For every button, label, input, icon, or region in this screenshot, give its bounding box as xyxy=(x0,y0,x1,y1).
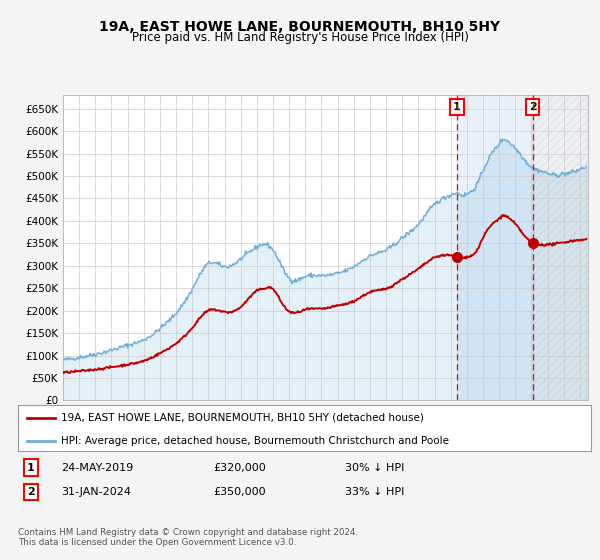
Text: HPI: Average price, detached house, Bournemouth Christchurch and Poole: HPI: Average price, detached house, Bour… xyxy=(61,436,449,446)
Text: 1: 1 xyxy=(27,463,34,473)
Text: 19A, EAST HOWE LANE, BOURNEMOUTH, BH10 5HY (detached house): 19A, EAST HOWE LANE, BOURNEMOUTH, BH10 5… xyxy=(61,413,424,423)
Text: 24-MAY-2019: 24-MAY-2019 xyxy=(61,463,133,473)
Text: 2: 2 xyxy=(529,102,536,112)
Bar xyxy=(533,95,588,400)
Text: £320,000: £320,000 xyxy=(213,463,266,473)
Text: 1: 1 xyxy=(453,102,461,112)
Text: £350,000: £350,000 xyxy=(213,487,265,497)
Text: 33% ↓ HPI: 33% ↓ HPI xyxy=(344,487,404,497)
Text: 19A, EAST HOWE LANE, BOURNEMOUTH, BH10 5HY: 19A, EAST HOWE LANE, BOURNEMOUTH, BH10 5… xyxy=(100,20,500,34)
Bar xyxy=(457,95,533,400)
Text: Contains HM Land Registry data © Crown copyright and database right 2024.
This d: Contains HM Land Registry data © Crown c… xyxy=(18,528,358,547)
Text: 2: 2 xyxy=(27,487,34,497)
Text: 30% ↓ HPI: 30% ↓ HPI xyxy=(344,463,404,473)
Text: Price paid vs. HM Land Registry's House Price Index (HPI): Price paid vs. HM Land Registry's House … xyxy=(131,31,469,44)
Text: 31-JAN-2024: 31-JAN-2024 xyxy=(61,487,131,497)
